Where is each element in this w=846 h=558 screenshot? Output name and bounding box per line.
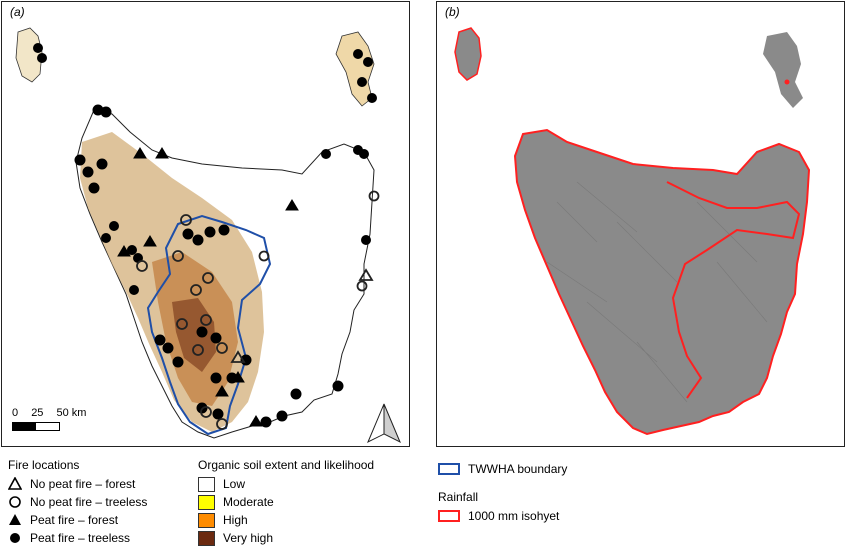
legend-item: Very high xyxy=(198,529,374,547)
map-panel-b: (b) xyxy=(436,1,845,447)
filled-circle-icon xyxy=(8,531,22,545)
boundary-legend: TWWHA boundary xyxy=(438,460,567,478)
tasmania-terrain xyxy=(513,128,811,436)
soil-legend: Organic soil extent and likelihood Low M… xyxy=(198,458,374,547)
legend-label: Moderate xyxy=(223,495,274,509)
organic-soil-very-high xyxy=(172,298,216,372)
swatch-moderate xyxy=(198,494,215,510)
legend-label: Peat fire – forest xyxy=(30,513,119,527)
soil-legend-title: Organic soil extent and likelihood xyxy=(198,458,375,472)
legend-item: Peat fire – forest xyxy=(8,511,147,529)
panel-label-b: (b) xyxy=(445,5,460,19)
hillshade-texture xyxy=(546,181,768,403)
scale-bar-graphic xyxy=(12,422,60,431)
rainfall-legend-title: Rainfall xyxy=(438,490,479,504)
north-arrow-icon xyxy=(367,403,401,444)
legend-label: No peat fire – treeless xyxy=(30,495,148,509)
rainfall-isohyet-inner xyxy=(666,181,801,399)
legend-item: No peat fire – forest xyxy=(8,475,147,493)
twwha-boundary xyxy=(146,214,272,436)
flinders-island-terrain xyxy=(763,32,803,108)
legend-label: No peat fire – forest xyxy=(30,477,136,491)
fire-markers-open xyxy=(136,190,380,430)
legend-item: No peat fire – treeless xyxy=(8,493,147,511)
rainfall-legend: Rainfall 1000 mm isohyet xyxy=(438,490,559,525)
panel-label-a: (a) xyxy=(10,5,25,19)
legend-item: 1000 mm isohyet xyxy=(438,507,559,525)
filled-triangle-icon xyxy=(8,513,22,527)
legend-label: Low xyxy=(223,477,246,491)
king-island-terrain xyxy=(454,27,482,81)
fire-markers xyxy=(33,43,377,428)
legend-item: Peat fire – treeless xyxy=(8,529,147,547)
legend-label: 1000 mm isohyet xyxy=(468,509,560,523)
scale-label-0: 0 xyxy=(12,407,19,419)
rainfall-spot xyxy=(784,79,790,85)
fire-legend-title: Fire locations xyxy=(8,458,80,472)
swatch-low xyxy=(198,476,215,492)
scale-label-50: 50 km xyxy=(56,407,87,419)
scale-label-25: 25 xyxy=(31,407,44,419)
swatch-isohyet xyxy=(438,510,460,522)
tasmania-soil-map xyxy=(15,27,401,444)
swatch-high xyxy=(198,512,215,528)
swatch-very-high xyxy=(198,530,215,546)
tasmania-rainfall-map xyxy=(454,27,811,436)
swatch-twwha xyxy=(438,463,460,475)
scale-bar: 0 25 50 km xyxy=(12,407,96,431)
legend-item: High xyxy=(198,511,374,529)
open-circle-icon xyxy=(8,495,22,509)
legend-item: TWWHA boundary xyxy=(438,460,567,478)
legend-label: Peat fire – treeless xyxy=(30,531,131,545)
legend-label: Very high xyxy=(223,531,274,545)
legend-item: Low xyxy=(198,475,374,493)
fire-legend: Fire locations No peat fire – forest No … xyxy=(8,458,147,547)
map-panel-a: (a) xyxy=(1,1,410,447)
legend-label: High xyxy=(223,513,248,527)
king-island xyxy=(15,27,43,83)
legend-item: Moderate xyxy=(198,493,374,511)
legend-label: TWWHA boundary xyxy=(468,462,568,476)
open-triangle-icon xyxy=(8,477,22,491)
